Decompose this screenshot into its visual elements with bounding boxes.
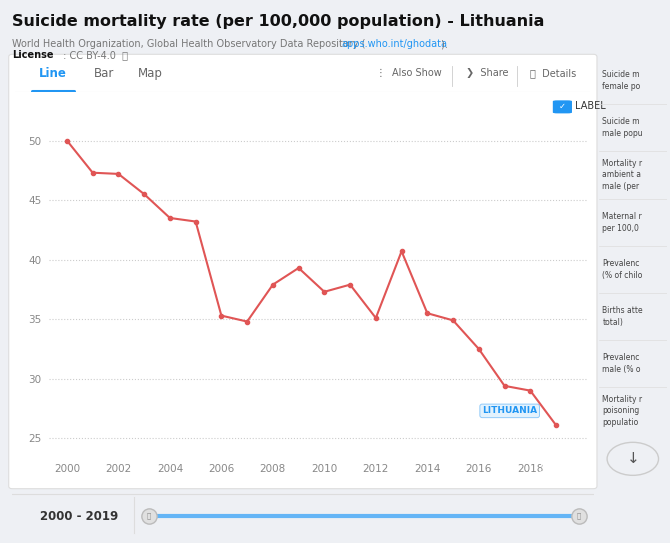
Text: Bar: Bar bbox=[94, 67, 115, 80]
Text: ⏸: ⏸ bbox=[147, 513, 151, 519]
Text: ⓘ  Details: ⓘ Details bbox=[530, 68, 576, 78]
Text: LITHUANIA: LITHUANIA bbox=[482, 406, 537, 415]
Text: ✓: ✓ bbox=[559, 102, 566, 111]
Text: Lithuania: Lithuania bbox=[532, 446, 580, 457]
Text: apps.who.int/ghodata: apps.who.int/ghodata bbox=[342, 39, 448, 49]
Text: Map: Map bbox=[138, 67, 163, 80]
Text: Line: Line bbox=[39, 67, 67, 80]
Text: Prevalenc
male (% o: Prevalenc male (% o bbox=[602, 353, 641, 374]
Text: Suicide mortality rate (per 100,000 population) - Lithuania: Suicide mortality rate (per 100,000 popu… bbox=[12, 14, 545, 29]
Text: Mortality r
poisoning
populatio: Mortality r poisoning populatio bbox=[602, 395, 643, 427]
Text: (2019): (2019) bbox=[539, 459, 574, 469]
FancyBboxPatch shape bbox=[553, 100, 572, 113]
Text: ).: ). bbox=[438, 39, 448, 49]
Text: ↓: ↓ bbox=[626, 451, 639, 466]
Text: Suicide m
female po: Suicide m female po bbox=[602, 70, 641, 91]
Text: ⏸: ⏸ bbox=[577, 513, 581, 519]
Text: Births atte
total): Births atte total) bbox=[602, 306, 643, 327]
Text: : CC BY-4.0  ⓘ: : CC BY-4.0 ⓘ bbox=[60, 50, 128, 60]
Text: License: License bbox=[12, 50, 54, 60]
Text: World Health Organization, Global Health Observatory Data Repository (: World Health Organization, Global Health… bbox=[12, 39, 368, 49]
Text: ⋮  Also Show: ⋮ Also Show bbox=[377, 68, 442, 78]
Text: Mortality r
ambient a
male (per: Mortality r ambient a male (per bbox=[602, 159, 643, 191]
Text: ❯  Share: ❯ Share bbox=[466, 68, 508, 78]
Text: 2000 - 2019: 2000 - 2019 bbox=[40, 509, 118, 522]
Text: Suicide m
male popu: Suicide m male popu bbox=[602, 117, 643, 138]
Text: Prevalenc
(% of chilo: Prevalenc (% of chilo bbox=[602, 259, 643, 280]
Text: Maternal r
per 100,0: Maternal r per 100,0 bbox=[602, 212, 642, 232]
Text: LABEL: LABEL bbox=[575, 102, 605, 111]
Text: 26.1: 26.1 bbox=[537, 471, 575, 486]
